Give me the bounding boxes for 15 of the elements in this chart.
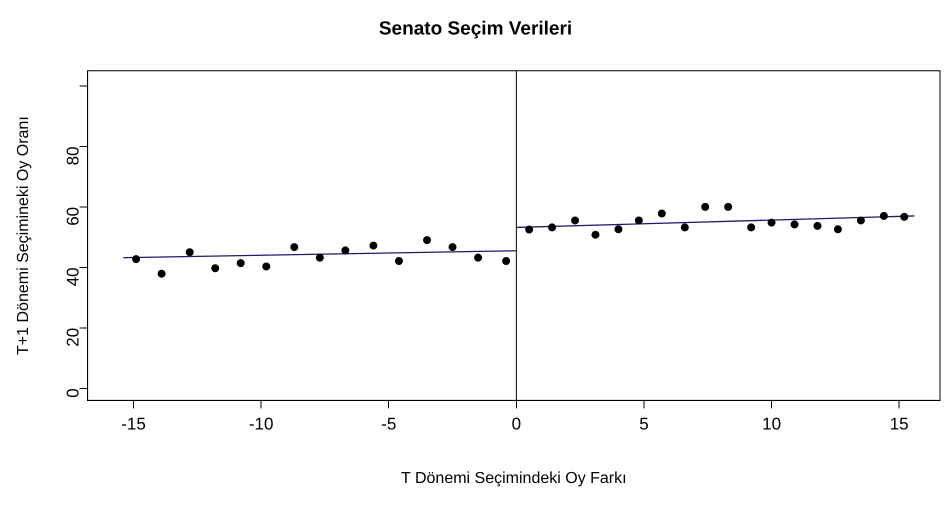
x-tick-label: -5 (381, 414, 396, 434)
x-tick-label: 15 (890, 414, 909, 434)
x-tick-label: -10 (248, 414, 274, 434)
y-tick-label: 80 (63, 146, 82, 166)
y-axis-title: T+1 Dönemi Seçimineki Oy Oranı (15, 116, 32, 355)
x-tick-label: 0 (512, 414, 522, 434)
x-tick-label: 5 (639, 414, 649, 434)
x-tick-label: -15 (121, 414, 146, 434)
y-tick-label: 0 (63, 388, 82, 398)
y-tick-label: 20 (63, 328, 82, 347)
x-axis-title: T Dönemi Seçimindeki Oy Farkı (401, 470, 627, 487)
y-tick-label: 40 (63, 267, 82, 286)
chart-title: Senato Seçim Verileri (378, 18, 572, 40)
y-tick-label: 60 (63, 206, 82, 226)
x-tick-label: 10 (762, 414, 782, 434)
